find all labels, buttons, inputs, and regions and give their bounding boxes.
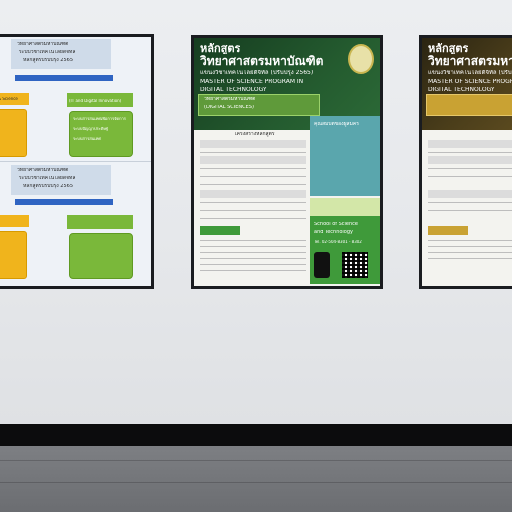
poster-title-en-2: DIGITAL TECHNOLOGY [200, 87, 267, 93]
school-name-1: School of Science [314, 222, 358, 227]
section-heading [428, 226, 468, 235]
table-divider [200, 184, 306, 185]
table-row [200, 190, 306, 198]
flowchart-title-line3: หลักสูตรปรับปรุง 2565 [23, 58, 74, 63]
poster-title-th-2: วิทยาศาสตรมหาบัณฑิต [428, 55, 512, 67]
table-divider [428, 258, 512, 259]
floor-seam [0, 460, 512, 461]
poster-frame-left[interactable]: วิทยาศาสตรมหาบัณฑิต ระบบวิชาเทคโนโลยีดิจ… [0, 34, 154, 289]
table-divider [428, 152, 512, 153]
table-row [428, 156, 512, 164]
flowchart-title-line2: ระบบวิชาเทคโนโลยีดิจิทัล [19, 176, 76, 181]
school-name-2: and Technology [314, 230, 354, 235]
table-divider [428, 252, 512, 253]
green-track-title [67, 215, 133, 229]
table-divider [428, 168, 512, 169]
table-divider [428, 176, 512, 177]
yellow-track-box [0, 231, 27, 279]
table-divider [200, 168, 306, 169]
table-row [428, 190, 512, 198]
floor [0, 446, 512, 512]
poster-center-digital-technology: หลักสูตร วิทยาศาสตรมหาบัณฑิต แขนงวิชาเทค… [194, 38, 380, 286]
section-heading [200, 226, 240, 235]
poster-title-en-1: MASTER OF SCIENCE PROGRAM IN [200, 79, 304, 85]
poster-left-flowchart: วิทยาศาสตรมหาบัณฑิต ระบบวิชาเทคโนโลยีดิจ… [0, 37, 151, 286]
qualification-panel [310, 116, 380, 196]
qualification-title: คุณสมบัติของผู้สมัคร [314, 122, 359, 127]
degree-band-th: วิทยาศาสตรมหาบัณฑิต [204, 97, 256, 102]
poster-frame-right[interactable]: หลักสูตร วิทยาศาสตรมหาบัณฑิต แขนงวิชาเทค… [419, 35, 512, 289]
green-track-item: ระบบสารสนเทศเพื่อการจัดการ [73, 117, 126, 121]
table-row [200, 156, 306, 164]
flowchart-header [11, 39, 111, 69]
table-divider [428, 202, 512, 203]
yellow-track-label: & Science [0, 97, 18, 101]
table-divider [200, 246, 306, 247]
poster-title-th-1: หลักสูตร [428, 43, 469, 54]
section-divider [0, 161, 151, 162]
table-divider [200, 202, 306, 203]
table-row [200, 140, 306, 148]
green-track-box [69, 111, 133, 157]
qr-code-icon [342, 252, 368, 278]
table-divider [200, 252, 306, 253]
contact-phone: Tel. 02-504-8301 - 8302 [314, 240, 362, 244]
poster-subtitle-th: แขนงวิชาเทคโนโลยีดิจิทัล (ปรับปรุง 2565) [200, 70, 314, 76]
table-divider [200, 258, 306, 259]
yellow-track-title [0, 93, 29, 105]
table-divider [200, 218, 306, 219]
table-divider [428, 240, 512, 241]
poster-title-th-2: วิทยาศาสตรมหาบัณฑิต [200, 55, 324, 67]
flowchart-connector [15, 199, 113, 205]
table-divider [200, 264, 306, 265]
flowchart-title-line2: ระบบวิชาเทคโนโลยีดิจิทัล [19, 50, 76, 55]
poster-title-th-1: หลักสูตร [200, 43, 241, 54]
green-track-box [69, 233, 133, 279]
flowchart-connector [15, 75, 113, 81]
green-track-title [67, 93, 133, 107]
wall-baseboard [0, 424, 512, 446]
table-divider [428, 246, 512, 247]
yellow-track-title [0, 215, 29, 227]
table-divider [428, 210, 512, 211]
table-divider [200, 240, 306, 241]
floor-seam [0, 482, 512, 483]
poster-subtitle-th: แขนงวิชาเทคโนโลยีดิจิทัล (ปรับปรุง 2565) [428, 70, 512, 76]
poster-right-digital-technology: หลักสูตร วิทยาศาสตรมหาบัณฑิต แขนงวิชาเทค… [422, 38, 512, 286]
phone-icon [314, 252, 330, 278]
green-track-item: ระบบปัญญาประดิษฐ์ [73, 127, 109, 131]
poster-frame-center[interactable]: หลักสูตร วิทยาศาสตรมหาบัณฑิต แขนงวิชาเทค… [191, 35, 383, 289]
poster-title-en-1: MASTER OF SCIENCE PROGRAM IN [428, 79, 512, 85]
table-row [428, 140, 512, 148]
degree-band [198, 94, 320, 116]
flowchart-title-line1: วิทยาศาสตรมหาบัณฑิต [17, 42, 69, 47]
green-track-label: (IT and Digital Innovation) [69, 99, 122, 103]
degree-band-en: (DIGITAL SCIENCES) [204, 105, 254, 110]
university-seal-icon [348, 44, 374, 74]
flowchart-title-line3: หลักสูตรปรับปรุง 2565 [23, 184, 74, 189]
table-divider [200, 176, 306, 177]
poster-title-en-2: DIGITAL TECHNOLOGY [428, 87, 495, 93]
green-track-item: ระบบสารสนเทศ [73, 137, 101, 141]
table-divider [200, 210, 306, 211]
structure-table-title: โครงสร้างหลักสูตร [234, 132, 275, 137]
table-divider [200, 270, 306, 271]
table-divider [200, 152, 306, 153]
yellow-track-box [0, 109, 27, 157]
flowchart-header [11, 165, 111, 195]
degree-band [426, 94, 512, 116]
flowchart-title-line1: วิทยาศาสตรมหาบัณฑิต [17, 168, 69, 173]
